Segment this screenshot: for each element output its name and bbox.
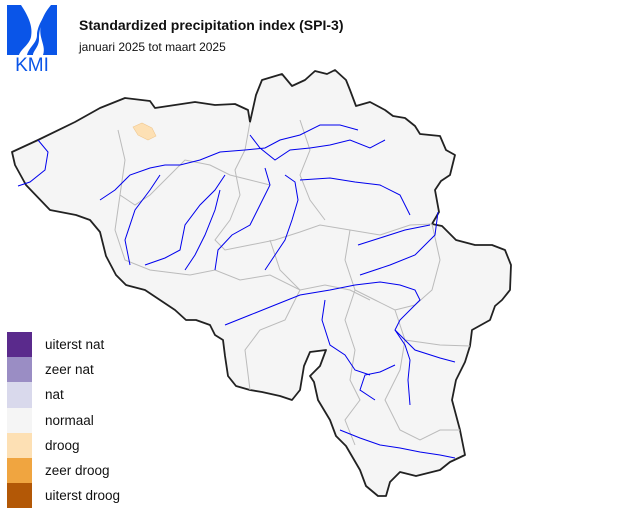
legend-swatch: [7, 457, 32, 484]
legend-swatch: [7, 332, 32, 358]
province-borders: [114, 119, 471, 446]
legend-label: droog: [45, 437, 80, 453]
legend-item: uiterst nat: [7, 332, 120, 358]
legend-item: zeer droog: [7, 457, 120, 484]
legend-label: zeer droog: [45, 463, 110, 479]
map-subtitle: januari 2025 tot maart 2025: [79, 40, 226, 54]
legend-label: uiterst droog: [45, 488, 121, 504]
legend-item: droog: [7, 432, 120, 458]
legend-label: nat: [45, 387, 64, 403]
legend-label: normaal: [45, 412, 94, 428]
country-outline: [11, 69, 512, 497]
legend-item: zeer nat: [7, 357, 120, 383]
rivers: [17, 124, 456, 459]
kmi-logo: KMI: [7, 5, 57, 76]
legend-item: normaal: [7, 407, 120, 433]
legend: uiterst nat zeer nat nat normaal droog zeer d…: [7, 332, 120, 508]
legend-item: nat: [7, 382, 120, 408]
legend-swatch: [7, 407, 32, 433]
legend-swatch: [7, 432, 32, 458]
legend-swatch: [7, 382, 32, 408]
map-title: Standardized precipitation index (SPI-3): [79, 17, 344, 33]
legend-label: zeer nat: [45, 362, 94, 378]
legend-label: uiterst nat: [45, 337, 105, 353]
legend-item: uiterst droog: [7, 483, 120, 508]
svg-text:KMI: KMI: [15, 55, 49, 72]
droog-area: [132, 122, 157, 141]
legend-swatch: [7, 357, 32, 383]
legend-swatch: [7, 483, 32, 508]
